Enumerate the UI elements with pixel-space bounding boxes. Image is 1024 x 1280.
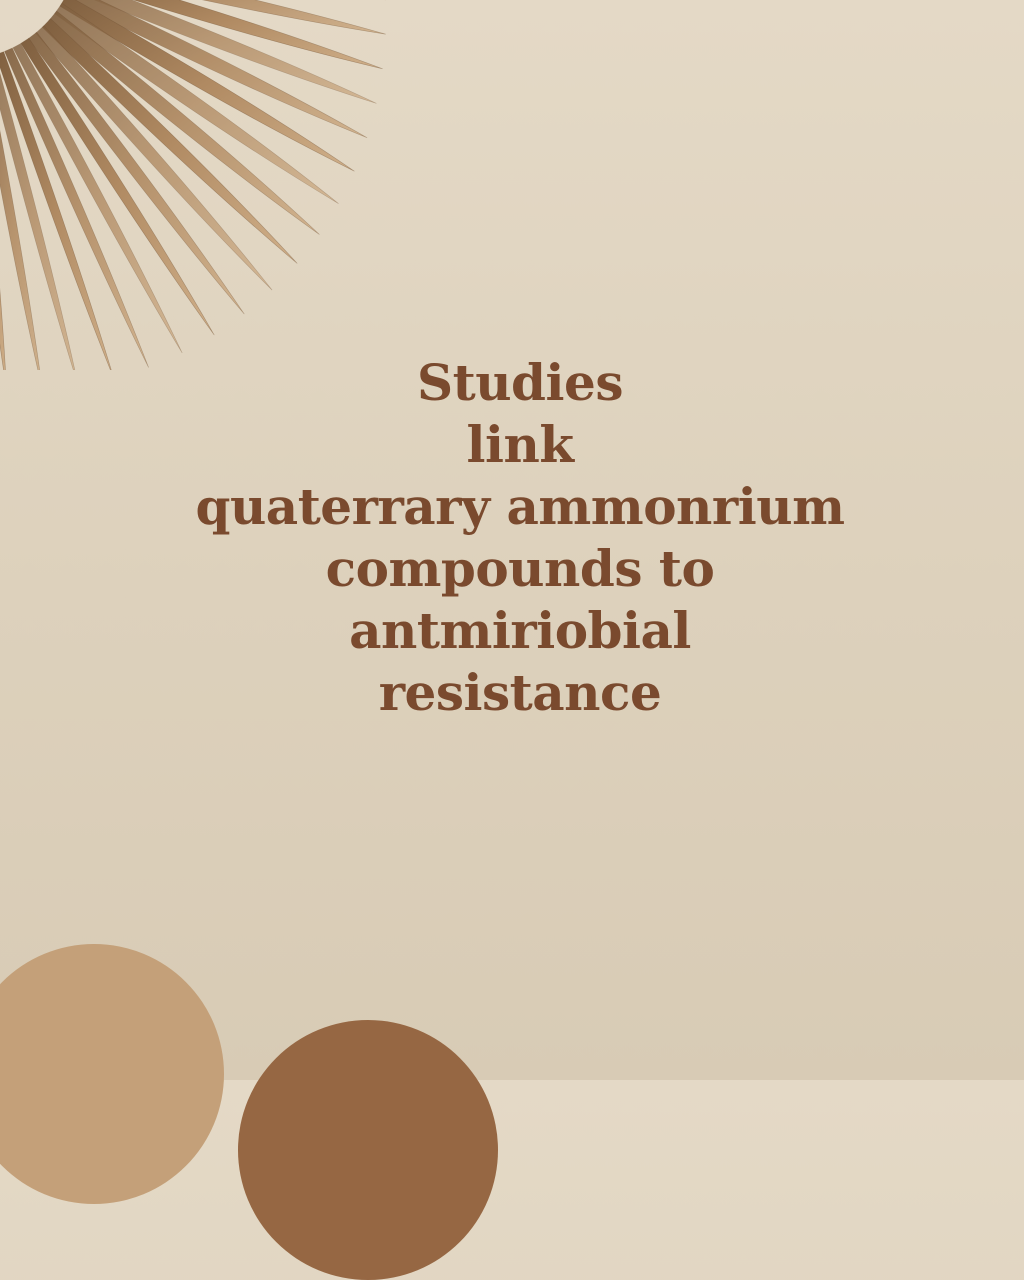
palm-frond-segment bbox=[0, 129, 40, 370]
palm-frond-segment bbox=[4, 47, 149, 368]
palm-leaf-decoration bbox=[0, 0, 386, 370]
palm-frond-segment bbox=[12, 43, 183, 354]
palm-frond-segment bbox=[27, 31, 245, 315]
palm-frond-segment bbox=[41, 18, 298, 264]
palm-frond-segment bbox=[201, 0, 386, 35]
palm-frond-segment bbox=[93, 0, 377, 104]
palm-frond-segment bbox=[67, 0, 368, 138]
circle-dark-decoration bbox=[238, 1020, 498, 1280]
headline-line-5: antmiriobial bbox=[349, 601, 691, 660]
circle-light-decoration bbox=[0, 944, 224, 1204]
palm-frond-segment bbox=[35, 25, 273, 291]
headline-line-4: compounds to bbox=[325, 539, 715, 598]
headline-line-6: resistance bbox=[378, 663, 662, 722]
palm-frond-segment bbox=[0, 51, 112, 370]
headline-line-3: quaterrary ammonrium bbox=[195, 477, 845, 536]
headline-line-1: Studies bbox=[417, 353, 623, 412]
palm-frond-segment bbox=[20, 37, 215, 336]
palm-frond-segment bbox=[48, 10, 320, 235]
palm-frond-segment bbox=[54, 2, 339, 204]
headline: Studies link quaterrary ammonrium compou… bbox=[150, 352, 890, 724]
palm-frond-segment bbox=[0, 72, 76, 370]
poster-canvas: Studies link quaterrary ammonrium compou… bbox=[0, 0, 890, 1280]
palm-frond-segment bbox=[0, 287, 6, 370]
palm-frond-segment bbox=[59, 0, 355, 172]
headline-line-2: link bbox=[466, 415, 574, 474]
palm-frond-segment bbox=[132, 0, 383, 70]
